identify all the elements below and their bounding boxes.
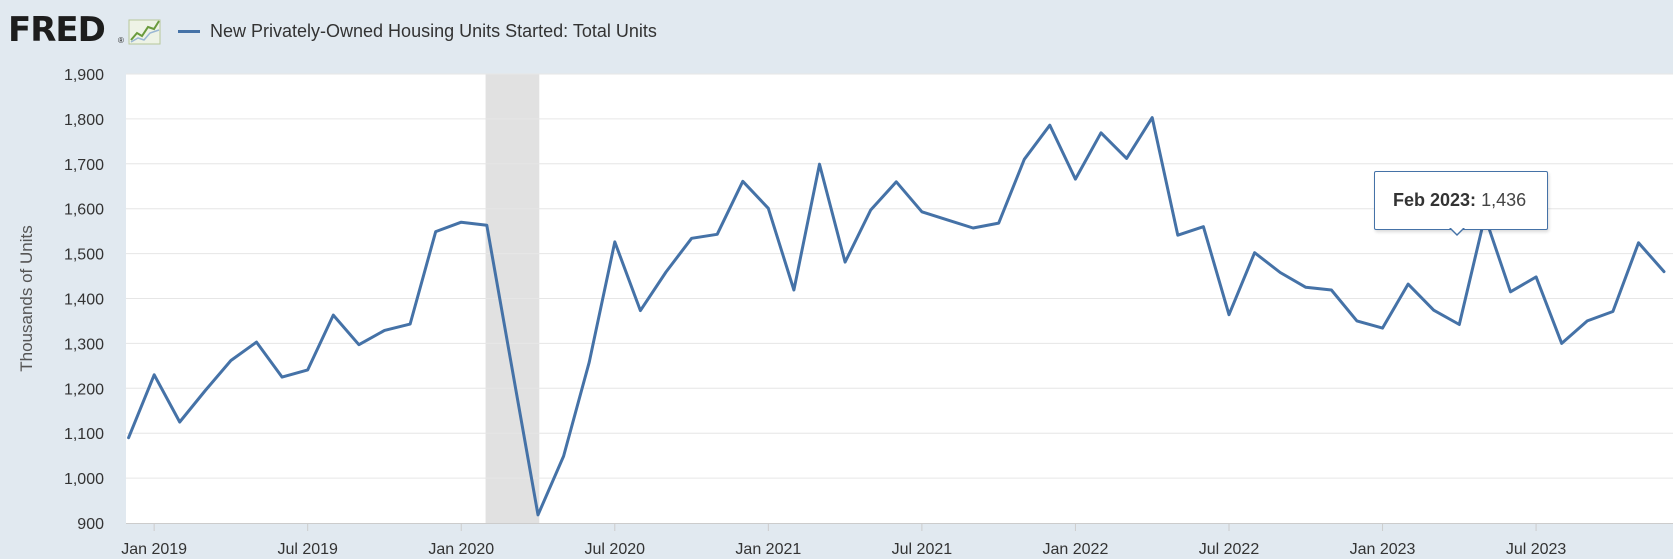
x-tick-label: Jul 2021 bbox=[892, 541, 953, 558]
data-tooltip: Feb 2023: 1,436 bbox=[1374, 171, 1548, 236]
y-tick-label: 1,300 bbox=[64, 336, 104, 353]
fred-logo[interactable]: FRED bbox=[8, 10, 106, 50]
tooltip-value: 1,436 bbox=[1481, 190, 1527, 210]
x-tick-label: Jan 2021 bbox=[735, 541, 801, 558]
x-tick-label: Jan 2020 bbox=[428, 541, 494, 558]
line-chart-icon bbox=[128, 19, 161, 45]
y-tick-label: 1,400 bbox=[64, 292, 104, 309]
x-tick-label: Jul 2023 bbox=[1506, 541, 1567, 558]
tooltip-date: Feb 2023: bbox=[1393, 190, 1477, 210]
chart-header: FRED ® New Privately-Owned Housing Units… bbox=[0, 0, 1673, 62]
x-tick-label: Jul 2019 bbox=[277, 541, 338, 558]
legend-series-label: New Privately-Owned Housing Units Starte… bbox=[210, 20, 657, 41]
series-line bbox=[127, 116, 1666, 517]
x-tick-label: Jul 2020 bbox=[585, 541, 646, 558]
y-tick-label: 1,500 bbox=[64, 247, 104, 264]
y-tick-label: 1,100 bbox=[64, 426, 104, 443]
x-tick-label: Jan 2022 bbox=[1043, 541, 1109, 558]
x-tick-label: Jul 2022 bbox=[1199, 541, 1260, 558]
legend[interactable]: New Privately-Owned Housing Units Starte… bbox=[178, 17, 657, 45]
legend-series-swatch bbox=[178, 29, 200, 33]
y-tick-label: 900 bbox=[77, 516, 104, 533]
registered-mark: ® bbox=[118, 36, 124, 45]
y-axis-title: Thousands of Units bbox=[17, 225, 36, 371]
y-tick-label: 1,700 bbox=[64, 157, 104, 174]
x-tick-label: Jan 2019 bbox=[121, 541, 187, 558]
y-tick-label: 1,800 bbox=[64, 112, 104, 129]
y-tick-label: 1,200 bbox=[64, 381, 104, 398]
y-tick-label: 1,900 bbox=[64, 67, 104, 84]
x-tick-label: Jan 2023 bbox=[1350, 541, 1416, 558]
y-tick-label: 1,600 bbox=[64, 202, 104, 219]
y-tick-label: 1,000 bbox=[64, 471, 104, 488]
